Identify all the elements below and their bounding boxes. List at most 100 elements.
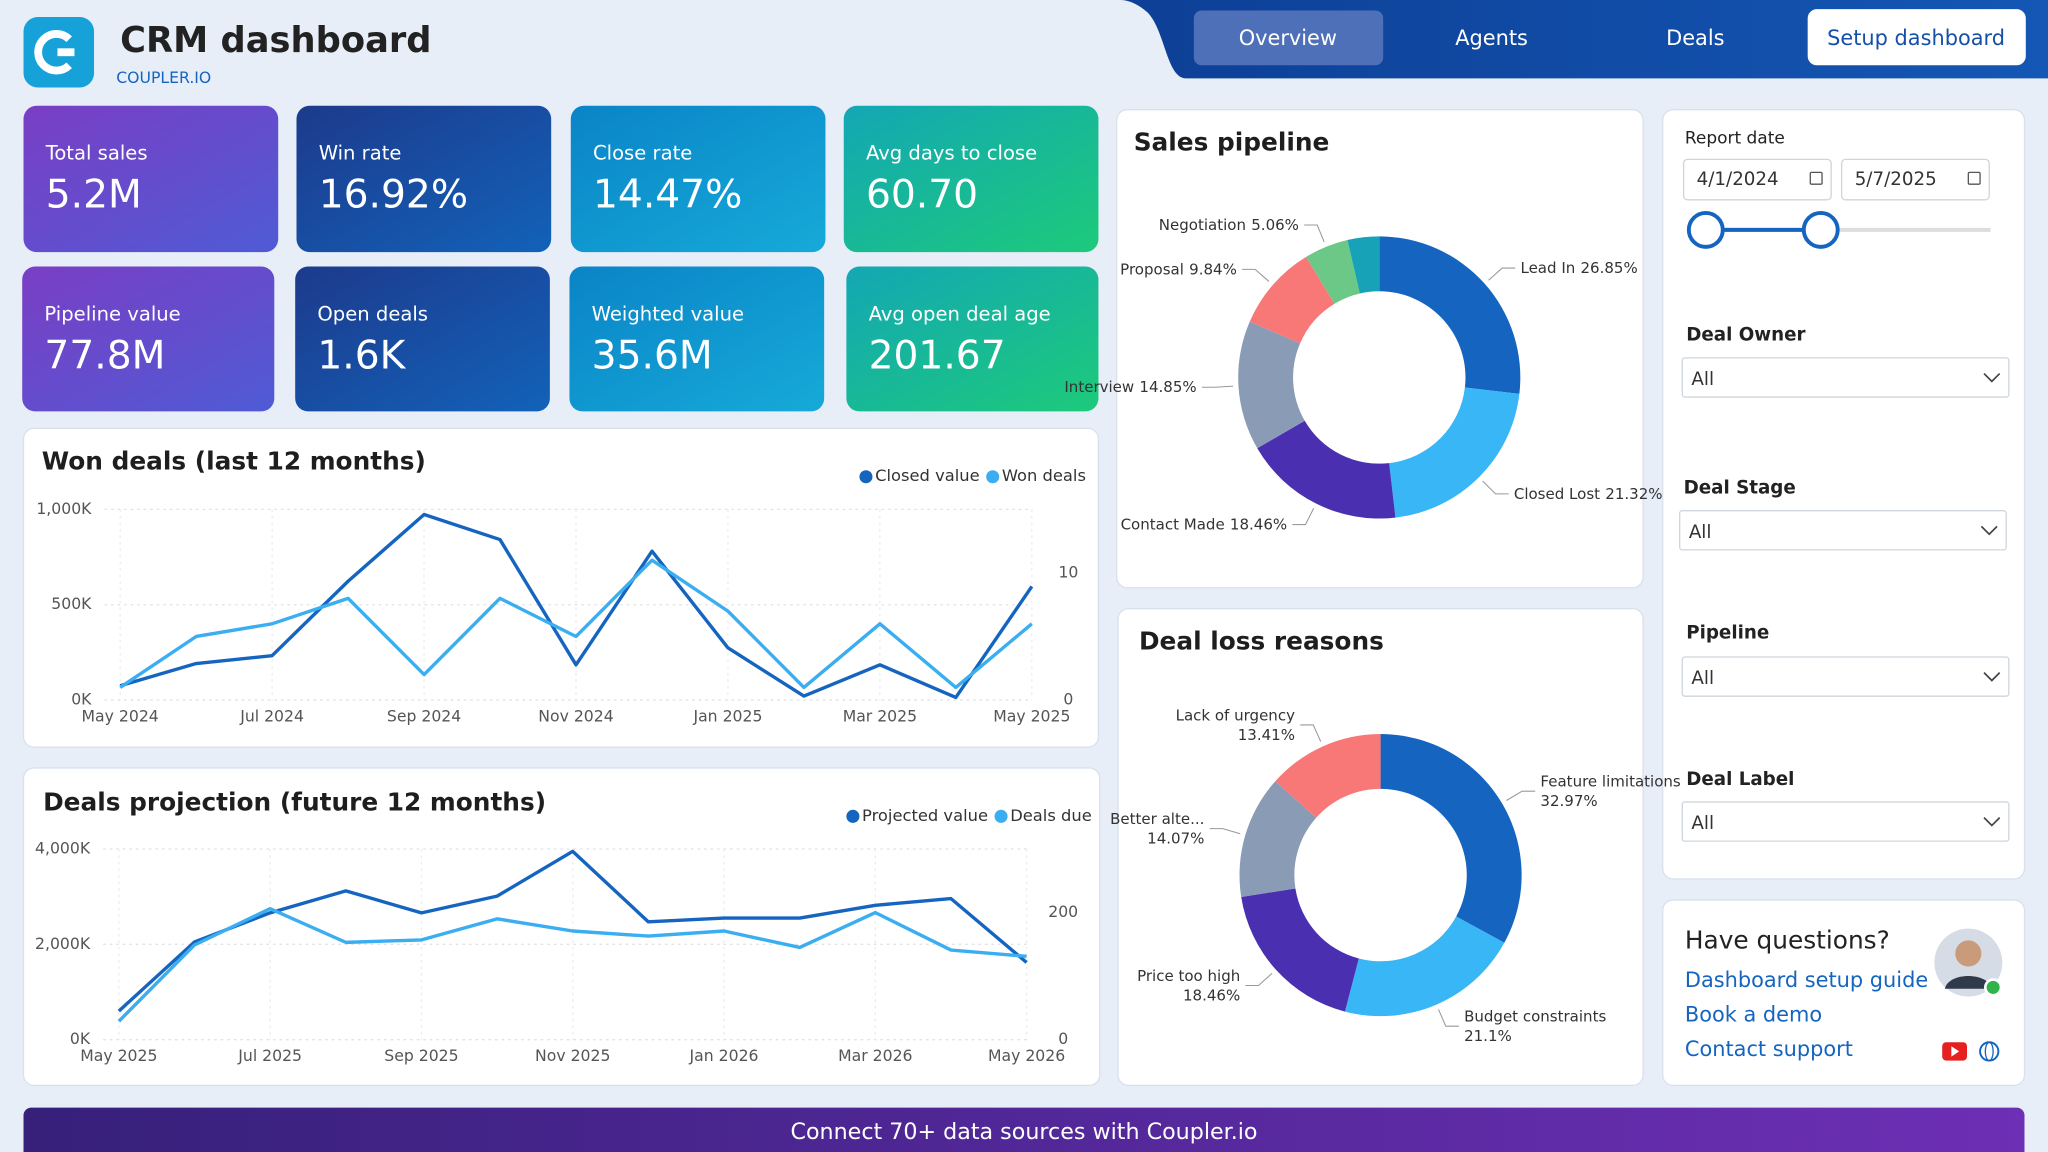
x-tick-label: May 2025: [993, 707, 1070, 726]
x-tick-label: Sep 2025: [384, 1046, 458, 1065]
x-tick-label: Jul 2024: [239, 707, 304, 726]
dropdown-value[interactable]: All: [1691, 668, 1714, 689]
help-link[interactable]: Contact support: [1685, 1037, 1853, 1061]
y2-tick-label: 10: [1058, 562, 1078, 581]
slice-value: 14.85%: [1139, 378, 1196, 396]
avatar-head: [1955, 940, 1982, 967]
slice-label: Contact Made 18.46%: [1121, 515, 1288, 533]
footer-bar[interactable]: [23, 1107, 2025, 1152]
slice-label: Proposal 9.84%: [1120, 260, 1237, 278]
y-tick-label: 1,000K: [36, 499, 92, 518]
dropdown-value[interactable]: All: [1689, 522, 1712, 543]
legend-marker: [994, 809, 1008, 823]
title: CRM dashboard: [120, 20, 431, 61]
kpi-label: Weighted value: [592, 302, 744, 325]
avatar-body: [1944, 976, 1992, 989]
dropdown-value[interactable]: All: [1691, 369, 1714, 390]
filter-label: Report date: [1685, 128, 1785, 148]
y-tick-label: 0K: [71, 690, 92, 709]
help-link[interactable]: Book a demo: [1685, 1003, 1822, 1027]
line-series: [117, 906, 1027, 1023]
dropdown-value[interactable]: All: [1691, 813, 1714, 834]
leader-line: [1201, 385, 1234, 388]
date-value[interactable]: 4/1/2024: [1697, 169, 1779, 190]
help-link[interactable]: Dashboard setup guide: [1685, 968, 1928, 992]
chevron: [1980, 525, 1998, 536]
kpi-label: Close rate: [593, 142, 692, 165]
leader-line: [1438, 1009, 1459, 1027]
kpi-value: 60.70: [866, 173, 978, 218]
leader-line: [1506, 790, 1536, 801]
date-value[interactable]: 5/7/2025: [1855, 169, 1937, 190]
line-series: [119, 558, 1033, 690]
dropdown[interactable]: [1681, 357, 2010, 398]
date-input[interactable]: [1682, 158, 1832, 201]
chevron: [1983, 817, 2001, 827]
calendar-icon: [1967, 171, 1981, 185]
kpi-card: [569, 266, 825, 412]
slice-value: 5.06%: [1251, 216, 1299, 234]
pie-slice: [1275, 734, 1381, 818]
slice-value: 32.97%: [1540, 792, 1597, 810]
slice-label: Lead In 26.85%: [1520, 259, 1637, 277]
date-input[interactable]: [1840, 158, 1990, 201]
kpi-label: Pipeline value: [44, 302, 180, 325]
slice-label: Interview 14.85%: [1064, 378, 1196, 396]
x-tick-label: May 2025: [80, 1046, 157, 1065]
nav-active: [1193, 10, 1384, 66]
pie-slice: [1241, 888, 1359, 1012]
legend-label: Won deals: [1002, 466, 1086, 485]
kpi-label: Open deals: [317, 302, 428, 325]
slice-value: 18.46%: [1230, 515, 1287, 533]
slice-name: Lead In: [1520, 259, 1575, 277]
y-tick-label: 0K: [70, 1029, 91, 1048]
leader-line: [1304, 224, 1325, 243]
pie-slice: [1380, 734, 1522, 943]
x-tick-label: Mar 2026: [838, 1046, 912, 1065]
kpi-value: 35.6M: [592, 333, 713, 378]
nav-item[interactable]: Agents: [1455, 26, 1528, 50]
nav-item[interactable]: Overview: [1239, 26, 1337, 50]
footer-text[interactable]: Connect 70+ data sources with Coupler.io: [790, 1119, 1257, 1145]
slider-handle[interactable]: [1801, 210, 1840, 249]
legend-marker: [846, 809, 860, 823]
leader-line: [1482, 480, 1509, 495]
setup-button[interactable]: [1807, 9, 2026, 66]
chevron: [1983, 372, 2001, 383]
slice-name: Interview: [1064, 378, 1134, 396]
setup-label[interactable]: Setup dashboard: [1827, 26, 2005, 50]
kpi-value: 77.8M: [44, 333, 165, 378]
slice-label: Negotiation 5.06%: [1159, 216, 1299, 234]
dropdown[interactable]: [1679, 510, 2007, 551]
nav-item[interactable]: Deals: [1666, 26, 1724, 50]
pie-slice: [1238, 321, 1305, 449]
slice-value: 26.85%: [1581, 259, 1638, 277]
pie-slice: [1239, 781, 1317, 897]
pie-slice: [1306, 240, 1360, 304]
kpi-value: 5.2M: [46, 173, 142, 218]
help-title: Have questions?: [1685, 926, 1890, 955]
kpi-card: [296, 105, 552, 253]
line-series: [117, 849, 1028, 1013]
card: [1116, 109, 1644, 589]
dropdown[interactable]: [1681, 656, 2010, 697]
x-tick-label: Nov 2024: [538, 707, 613, 726]
slice-value: 13.41%: [1238, 726, 1295, 744]
dropdown[interactable]: [1681, 801, 2010, 842]
legend-label: Deals due: [1010, 806, 1092, 825]
card: [22, 767, 1101, 1087]
slice-label: Closed Lost 21.32%: [1514, 484, 1663, 502]
slider-handle[interactable]: [1686, 210, 1725, 249]
y2-tick-label: 200: [1048, 902, 1078, 921]
chart-title: Deals projection (future 12 months): [43, 787, 546, 816]
x-tick-label: Nov 2025: [535, 1046, 610, 1065]
youtube-play: [1951, 1046, 1960, 1057]
pie-slice: [1389, 387, 1520, 518]
leader-line: [1300, 724, 1322, 742]
pie-slice: [1257, 420, 1396, 519]
slice-name: Proposal: [1120, 260, 1184, 278]
slice-label: Feature limitations: [1540, 773, 1681, 791]
legend-marker: [986, 470, 1000, 484]
